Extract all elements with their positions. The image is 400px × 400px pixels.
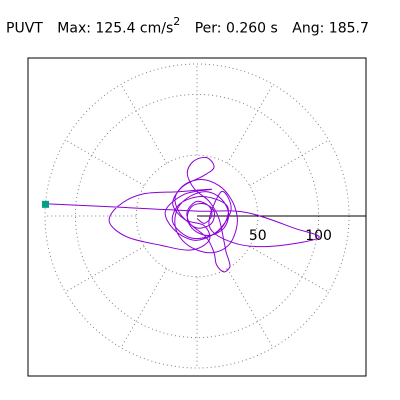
start-marker (42, 200, 49, 208)
plot-frame (27, 57, 367, 377)
ring-labels: 50 100 (249, 228, 332, 244)
grid-spoke-120 (120, 84, 168, 164)
period-label: Per: (194, 20, 222, 37)
angle-value: 185.7 (328, 20, 369, 37)
particle-motion-trace (44, 156, 320, 273)
period-value: 0.260 s (225, 20, 278, 37)
grid-spoke-240 (120, 268, 168, 348)
max-unit-exponent: 2 (173, 15, 181, 28)
grid-spoke-330 (249, 245, 329, 293)
ring-label-50: 50 (249, 228, 267, 244)
max-label: Max: (57, 20, 91, 37)
grid-spoke-210 (65, 245, 145, 293)
trace-path (44, 156, 320, 273)
grid-spoke-60 (226, 84, 274, 164)
trace-start-point (42, 200, 49, 208)
station-code: PUVT (6, 20, 43, 37)
max-value: 125.4 cm/s (95, 20, 174, 37)
grid-spoke-300 (226, 268, 274, 348)
grid-spoke-30 (249, 139, 329, 187)
angle-label: Ang: (292, 20, 325, 37)
plot-title: PUVT Max: 125.4 cm/s2 Per: 0.260 s Ang: … (6, 14, 369, 39)
grid-spoke-150 (65, 139, 145, 187)
